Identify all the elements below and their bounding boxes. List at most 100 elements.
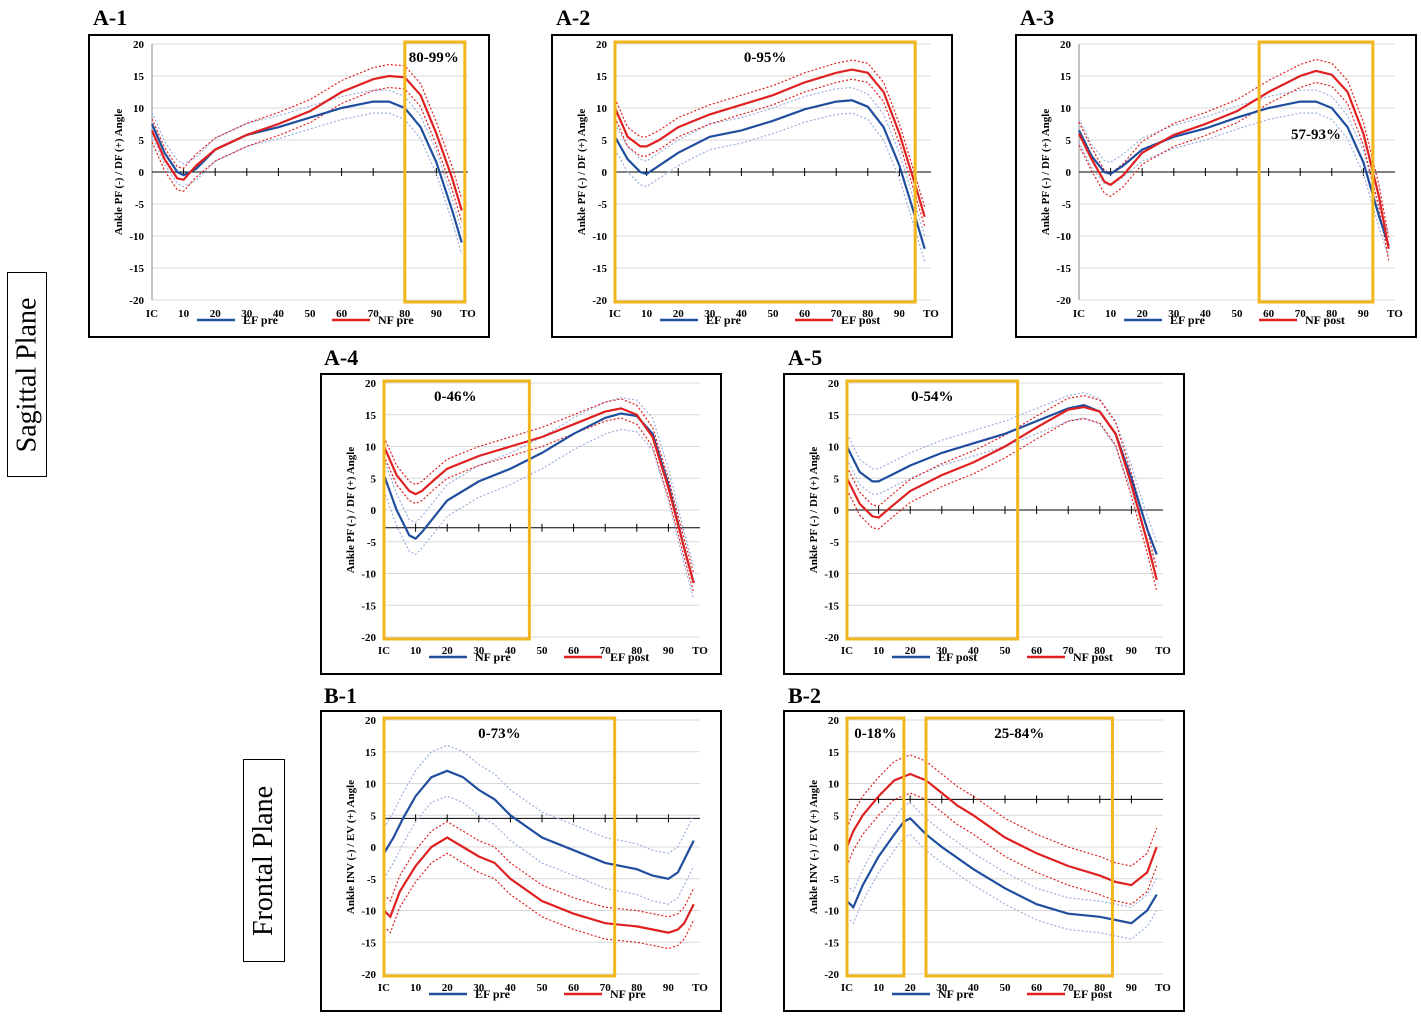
x-tick-label: 10: [410, 982, 422, 994]
y-tick-label: -10: [361, 906, 376, 918]
y-tick-label: -15: [824, 600, 839, 612]
chart-panel-b2: 20 15 10 5 0 -5 -10 -15 -20 Ankle INV (-) / EV (+…: [783, 710, 1185, 1012]
x-tick-label: 90: [431, 308, 443, 320]
x-tick-label: 50: [1000, 982, 1012, 994]
x-tick-label: 20: [905, 645, 917, 657]
y-axis-label: Ankle INV (-) / EV (+) Angle: [345, 780, 357, 914]
series-2-mean-line: [383, 836, 695, 934]
x-tick-label: TO: [692, 645, 708, 657]
legend-label: NF pre: [938, 987, 974, 1001]
y-tick-label: 20: [133, 39, 145, 51]
legend-label: EF post: [1073, 987, 1112, 1001]
x-tick-label: 80: [862, 308, 874, 320]
y-tick-label: 10: [828, 442, 840, 454]
frontal-plane-text: Frontal Plane: [248, 785, 279, 936]
panel-label-a4: A-4: [324, 345, 359, 370]
y-tick-label: 15: [1060, 71, 1072, 83]
sagittal-plane-label: Sagittal Plane: [7, 272, 47, 477]
x-tick-label: 60: [1263, 308, 1275, 320]
y-tick-label: -20: [361, 969, 376, 981]
x-tick-label: 30: [473, 645, 485, 657]
x-tick-label: 20: [442, 645, 454, 657]
series-2-mean-line: [150, 74, 463, 211]
legend-label: EF pre: [1170, 313, 1206, 327]
legend-label: NF post: [1073, 650, 1113, 664]
y-tick-label: -20: [824, 969, 839, 981]
x-tick-label: IC: [378, 645, 390, 657]
y-tick-label: 10: [365, 442, 377, 454]
legend-label: NF pre: [475, 650, 511, 664]
y-tick-label: 10: [365, 779, 377, 791]
y-tick-label: 5: [834, 810, 840, 822]
series-2-sd-line: [846, 792, 1158, 905]
y-tick-label: -5: [830, 874, 840, 886]
x-tick-label: 70: [368, 308, 380, 320]
y-tick-label: 0: [1066, 167, 1072, 179]
y-tick-label: 10: [828, 779, 840, 791]
y-tick-label: -10: [824, 569, 839, 581]
legend-label: EF pre: [475, 987, 511, 1001]
series-2-sd-line: [383, 820, 695, 918]
y-tick-label: -5: [830, 537, 840, 549]
x-tick-label: 40: [505, 645, 517, 657]
x-tick-label: 70: [1063, 645, 1075, 657]
y-tick-label: -5: [598, 199, 608, 211]
legend-label: NF post: [1305, 313, 1345, 327]
series-1-sd-line: [383, 428, 695, 600]
series-1-mean-line: [846, 817, 1158, 925]
x-tick-label: 60: [1031, 645, 1043, 657]
series-2-mean-line: [1078, 69, 1390, 250]
x-tick-label: 60: [1031, 982, 1043, 994]
series-1-sd-line: [383, 396, 695, 568]
x-tick-label: 40: [505, 982, 517, 994]
x-tick-label: 80: [631, 645, 643, 657]
highlight-box: [1257, 40, 1375, 304]
series-2-sd-line: [1078, 58, 1390, 238]
chart-panel-a5: 20 15 10 5 0 -5 -10 -15 -20 Ankle PF (-) / DF (+)…: [783, 373, 1185, 675]
y-tick-label: -15: [824, 937, 839, 949]
series-1-mean-line: [383, 769, 695, 880]
series-1-sd-line: [383, 744, 695, 854]
highlight-box: [924, 716, 1114, 978]
y-tick-label: 15: [133, 71, 145, 83]
y-tick-label: -20: [1056, 295, 1071, 307]
legend-label: NF pre: [610, 987, 646, 1001]
x-tick-label: 60: [568, 982, 580, 994]
x-tick-label: TO: [1155, 645, 1171, 657]
y-tick-label: -5: [1062, 199, 1072, 211]
series-1-sd-line: [614, 86, 926, 237]
x-tick-label: TO: [923, 308, 939, 320]
highlight-label: 80-99%: [409, 50, 459, 66]
panel-label-a2: A-2: [556, 5, 591, 30]
y-tick-label: 15: [596, 71, 608, 83]
legend-label: EF pre: [243, 313, 279, 327]
x-tick-label: 10: [641, 308, 653, 320]
y-tick-label: -10: [824, 906, 839, 918]
y-tick-label: 10: [133, 103, 145, 115]
y-tick-label: 5: [1066, 135, 1072, 147]
x-tick-label: 20: [905, 982, 917, 994]
series-2-sd-line: [846, 395, 1158, 569]
x-tick-label: IC: [146, 308, 158, 320]
x-tick-label: TO: [692, 982, 708, 994]
y-axis-label: Ankle INV (-) / EV (+) Angle: [808, 780, 820, 914]
x-tick-label: 20: [673, 308, 685, 320]
series-1-sd-line: [846, 833, 1158, 940]
x-tick-label: TO: [1155, 982, 1171, 994]
y-tick-label: -5: [367, 874, 377, 886]
highlight-box: [845, 716, 906, 978]
panel-label-b1: B-1: [324, 683, 357, 708]
series-2-mean-line: [845, 772, 1158, 887]
y-tick-label: 5: [371, 473, 377, 485]
legend-label: EF post: [938, 650, 977, 664]
y-tick-label: 20: [828, 378, 840, 390]
y-tick-label: 20: [365, 378, 377, 390]
panel-label-b2: B-2: [788, 683, 821, 708]
x-tick-label: 60: [336, 308, 348, 320]
y-tick-label: 0: [834, 842, 840, 854]
y-tick-label: -10: [129, 231, 144, 243]
y-axis-label: Ankle PF (-) / DF (+) Angle: [808, 447, 820, 574]
